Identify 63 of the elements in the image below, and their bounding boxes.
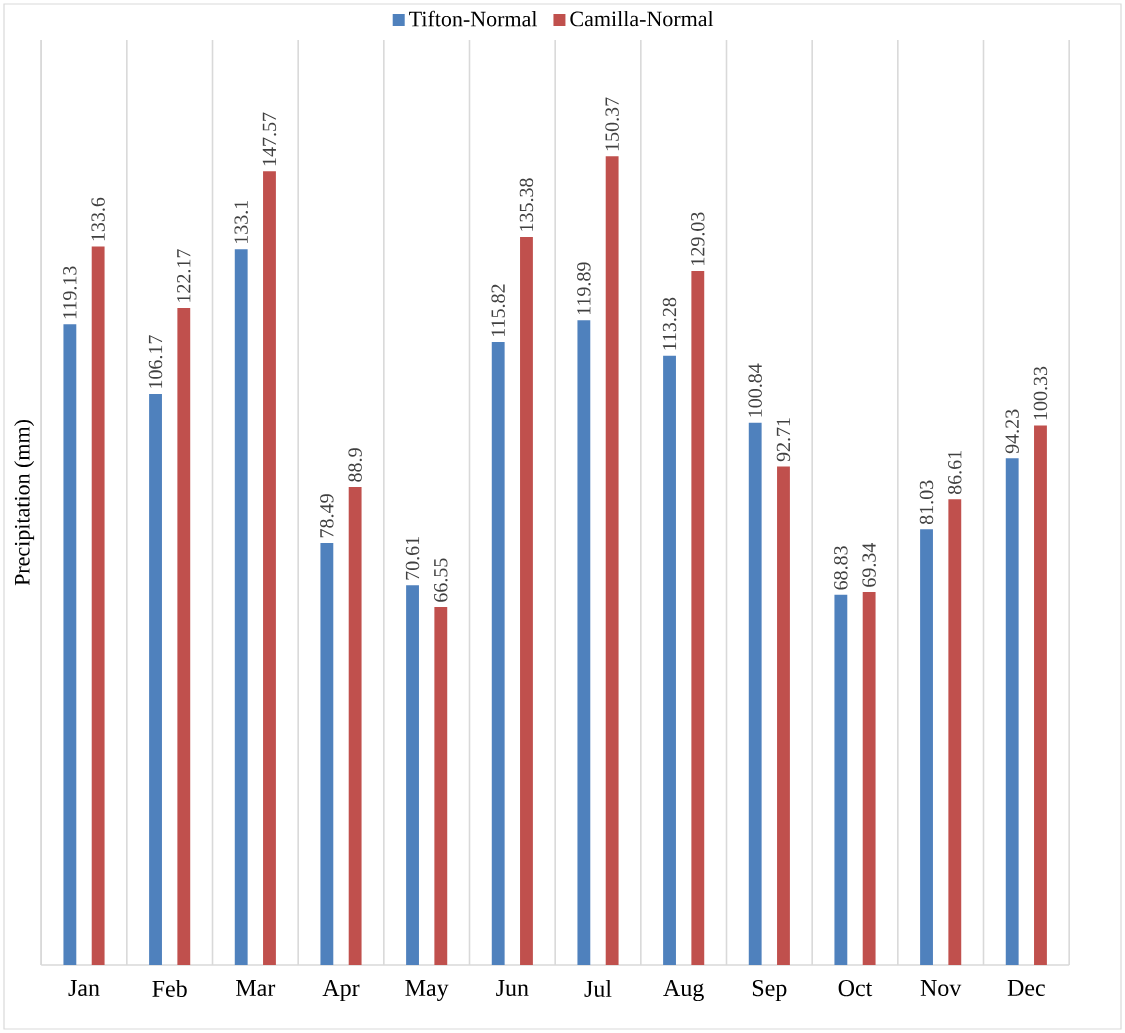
x-tick-label: Feb	[152, 980, 187, 997]
data-label: 100.84	[748, 363, 762, 417]
x-tick-label: Aug	[663, 980, 704, 1002]
data-label: 135.38	[519, 178, 534, 231]
bar	[862, 592, 876, 965]
data-label: 133.1	[234, 200, 248, 244]
bar	[577, 320, 591, 965]
x-tick-label: Oct	[838, 980, 873, 997]
data-label: 129.03	[691, 212, 705, 265]
bar	[348, 486, 362, 965]
x-tick-label: Apr	[322, 980, 360, 1002]
data-label: 86.61	[948, 450, 962, 495]
data-label: 119.13	[63, 266, 77, 319]
data-label: 94.23	[1005, 409, 1019, 454]
bar	[177, 307, 191, 965]
data-label: 100.33	[1033, 366, 1048, 420]
bar	[263, 171, 276, 965]
bar	[663, 355, 676, 965]
data-label: 69.34	[862, 542, 876, 587]
bar	[406, 585, 419, 965]
data-label: 122.17	[177, 249, 191, 302]
bar	[91, 246, 105, 965]
bar	[434, 607, 448, 965]
data-label: 133.6	[91, 197, 105, 241]
legend-label: Tifton-Normal	[409, 10, 538, 27]
bar	[1034, 425, 1047, 965]
x-tick-label: Jul	[584, 980, 612, 997]
data-label: 115.82	[491, 284, 505, 336]
bar	[320, 542, 334, 965]
data-label: 92.71	[776, 418, 791, 462]
bar	[605, 156, 619, 965]
x-tick-label: Dec	[1007, 980, 1045, 996]
x-tick-label: Nov	[920, 980, 962, 996]
bar	[491, 342, 505, 965]
legend-label: Camilla-Normal	[570, 10, 714, 27]
bar	[149, 394, 162, 965]
x-tick-label: Sep	[752, 980, 787, 1002]
bar	[920, 529, 933, 965]
data-label: 78.49	[320, 494, 334, 538]
y-axis-title: Precipitation (mm)	[14, 420, 35, 586]
data-label: 66.55	[434, 558, 448, 602]
data-label: 147.57	[262, 112, 277, 166]
data-label: 113.28	[662, 297, 677, 350]
x-tick-label: Mar	[236, 980, 276, 996]
bar	[234, 249, 248, 965]
data-label: 68.83	[834, 546, 848, 590]
bar	[1005, 458, 1019, 965]
x-tick-label: May	[405, 980, 449, 1001]
bar	[520, 236, 533, 965]
bar	[748, 422, 762, 965]
data-label: 106.17	[148, 335, 163, 388]
bar	[691, 271, 705, 965]
data-label: 150.37	[605, 97, 619, 151]
data-label: 70.61	[405, 537, 420, 580]
data-label: 88.9	[348, 448, 362, 482]
data-label: 119.89	[577, 262, 591, 315]
bar	[63, 324, 77, 965]
x-tick-label: Jan	[68, 980, 100, 996]
bar	[777, 466, 790, 965]
data-label: 81.03	[919, 480, 934, 525]
x-tick-label: Jun	[496, 980, 529, 996]
bar	[834, 594, 848, 965]
bar	[948, 499, 962, 965]
